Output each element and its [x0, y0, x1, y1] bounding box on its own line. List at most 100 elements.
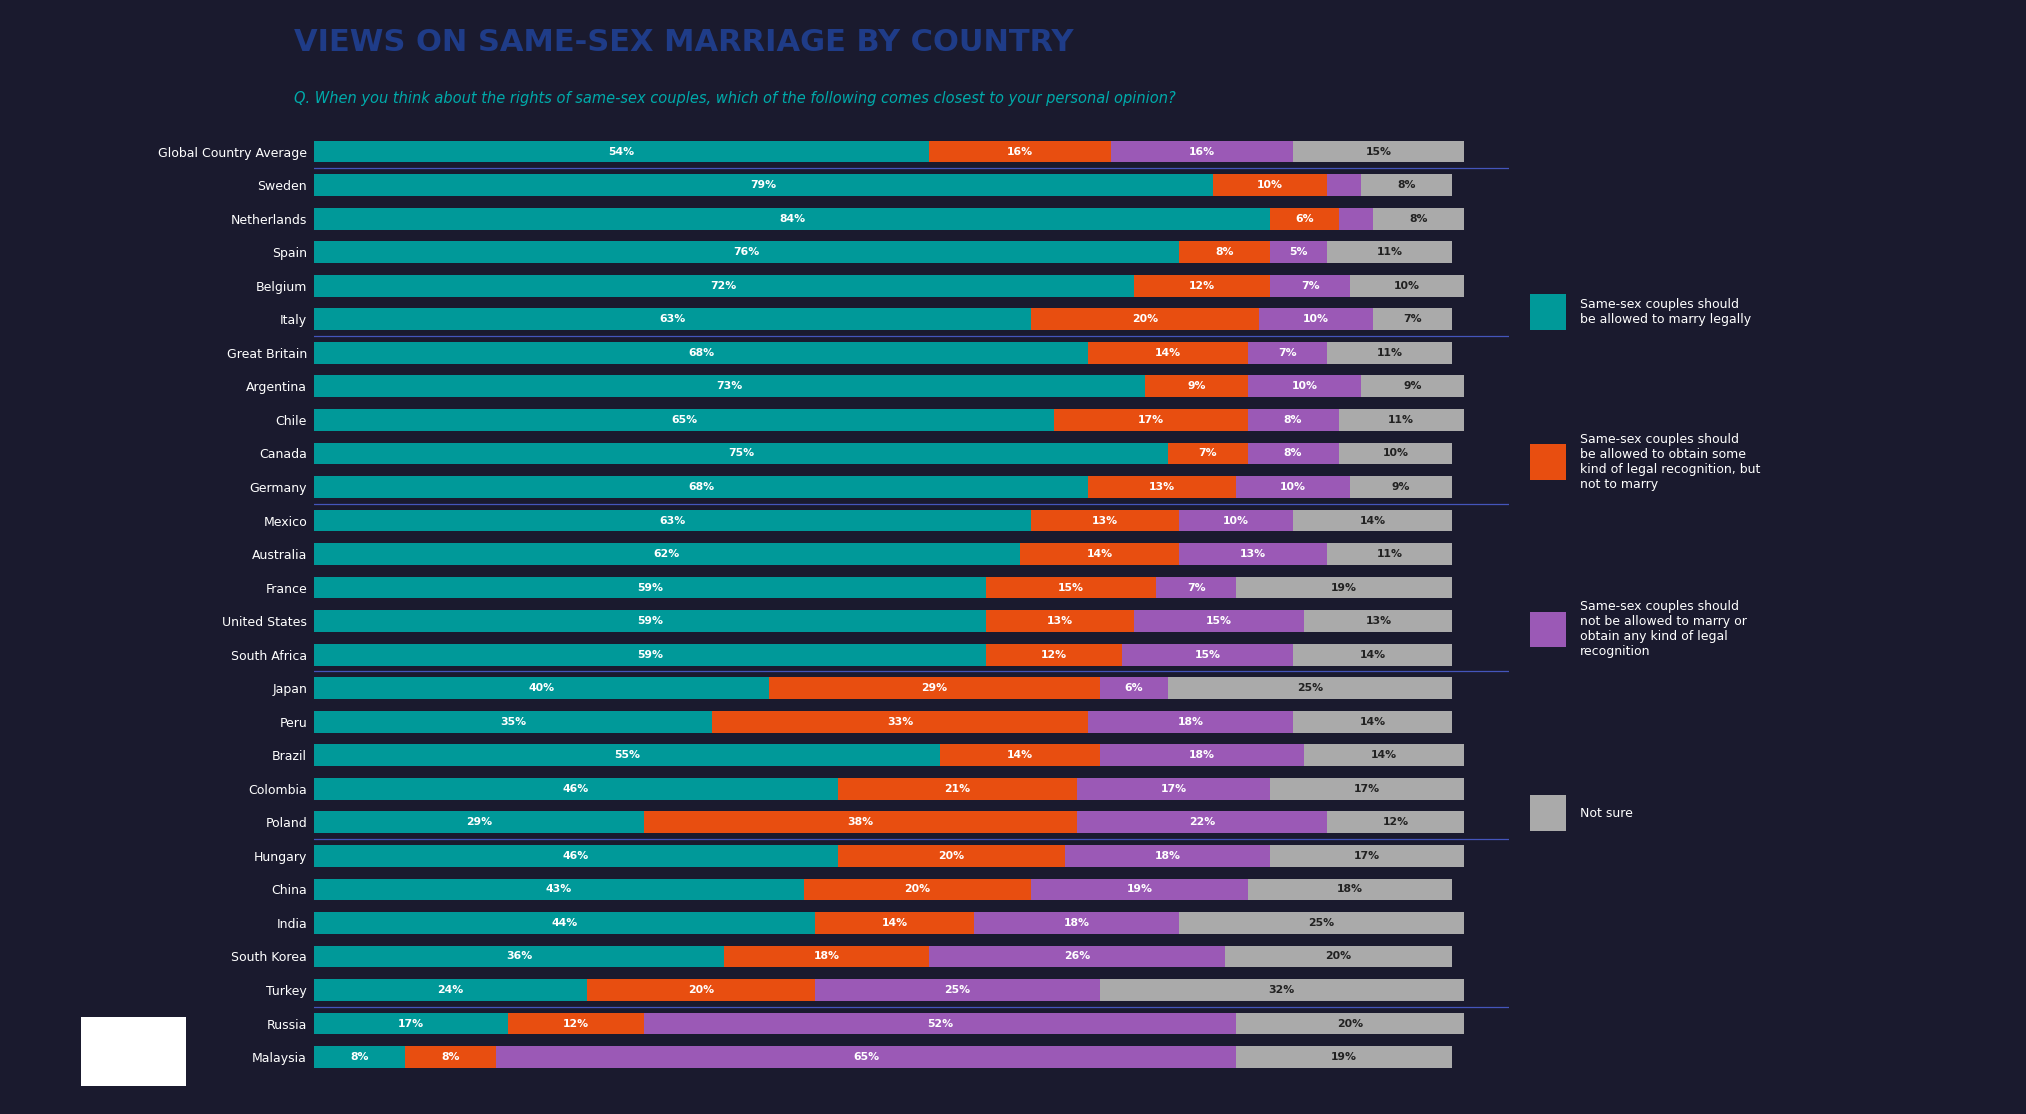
Bar — [314, 778, 837, 800]
Text: 17%: 17% — [1139, 414, 1163, 424]
Text: 14%: 14% — [1359, 649, 1386, 659]
Text: 15%: 15% — [1205, 616, 1232, 626]
Text: 62%: 62% — [654, 549, 681, 559]
Text: 63%: 63% — [660, 314, 685, 324]
Bar — [1305, 610, 1453, 632]
Bar — [1327, 811, 1465, 833]
Bar — [1226, 946, 1453, 967]
Text: 38%: 38% — [847, 818, 873, 828]
Text: 15%: 15% — [1058, 583, 1084, 593]
Text: 7%: 7% — [1404, 314, 1422, 324]
Bar — [1530, 795, 1566, 831]
Bar — [1031, 309, 1258, 330]
Text: 25%: 25% — [1309, 918, 1335, 928]
Bar — [1327, 242, 1453, 263]
Bar — [1248, 409, 1339, 431]
Bar — [1248, 342, 1327, 363]
Text: 36%: 36% — [506, 951, 533, 961]
Text: 52%: 52% — [928, 1018, 952, 1028]
Bar — [1076, 778, 1270, 800]
Text: 7%: 7% — [1187, 583, 1205, 593]
Text: 9%: 9% — [1392, 482, 1410, 492]
Text: 11%: 11% — [1388, 414, 1414, 424]
Bar — [1179, 912, 1465, 934]
Text: 17%: 17% — [1161, 784, 1187, 794]
Bar — [314, 744, 940, 766]
Bar — [314, 912, 814, 934]
Text: 63%: 63% — [660, 516, 685, 526]
Bar — [1530, 612, 1566, 647]
Bar — [1349, 476, 1453, 498]
Bar — [940, 744, 1100, 766]
Bar — [1327, 342, 1453, 363]
Bar — [1236, 577, 1453, 598]
Text: 33%: 33% — [887, 716, 914, 726]
Text: 72%: 72% — [711, 281, 737, 291]
Bar — [496, 1046, 1236, 1068]
Bar — [1258, 309, 1374, 330]
Bar — [314, 342, 1088, 363]
Text: 21%: 21% — [944, 784, 970, 794]
Bar — [314, 979, 588, 1000]
Bar — [1270, 778, 1465, 800]
Bar — [314, 309, 1031, 330]
Text: 5%: 5% — [1289, 247, 1309, 257]
Text: 19%: 19% — [1126, 885, 1153, 895]
Bar — [987, 644, 1122, 665]
Text: 7%: 7% — [1197, 449, 1218, 459]
Bar — [314, 409, 1054, 431]
Text: 19%: 19% — [1331, 583, 1357, 593]
Text: Same-sex couples should
be allowed to marry legally: Same-sex couples should be allowed to ma… — [1580, 297, 1750, 326]
Bar — [314, 442, 1167, 465]
Text: Same-sex couples should
be allowed to obtain some
kind of legal recognition, but: Same-sex couples should be allowed to ob… — [1580, 433, 1761, 491]
Bar — [1088, 342, 1248, 363]
Text: 19%: 19% — [1331, 1052, 1357, 1062]
Text: 65%: 65% — [853, 1052, 879, 1062]
Bar — [1019, 544, 1179, 565]
Bar — [987, 610, 1135, 632]
Bar — [814, 912, 975, 934]
Bar — [314, 811, 644, 833]
Bar — [1054, 409, 1248, 431]
Text: 79%: 79% — [752, 180, 776, 190]
Text: 12%: 12% — [1041, 649, 1068, 659]
Bar — [314, 711, 713, 733]
Bar — [314, 677, 770, 700]
Text: 84%: 84% — [780, 214, 804, 224]
Bar — [1305, 744, 1465, 766]
Text: 10%: 10% — [1382, 449, 1408, 459]
Bar — [1167, 677, 1453, 700]
Bar — [1100, 677, 1167, 700]
Text: 59%: 59% — [636, 583, 663, 593]
Text: 44%: 44% — [551, 918, 577, 928]
Text: 24%: 24% — [438, 985, 464, 995]
Text: Same-sex couples should
not be allowed to marry or
obtain any kind of legal
reco: Same-sex couples should not be allowed t… — [1580, 600, 1746, 658]
Text: 16%: 16% — [1007, 147, 1033, 157]
Bar — [644, 1013, 1236, 1035]
Bar — [1031, 879, 1248, 900]
Bar — [1179, 242, 1270, 263]
Text: 76%: 76% — [733, 247, 760, 257]
Bar — [1236, 476, 1349, 498]
Text: 12%: 12% — [1189, 281, 1216, 291]
Bar — [1339, 409, 1465, 431]
Text: 18%: 18% — [1189, 750, 1216, 760]
Text: 20%: 20% — [1133, 314, 1159, 324]
Text: 9%: 9% — [1187, 381, 1205, 391]
Text: 6%: 6% — [1124, 683, 1143, 693]
Bar — [644, 811, 1076, 833]
Text: 65%: 65% — [671, 414, 697, 424]
Text: 7%: 7% — [1278, 348, 1297, 358]
Bar — [804, 879, 1031, 900]
Bar — [1145, 375, 1248, 398]
Bar — [405, 1046, 496, 1068]
Bar — [1374, 309, 1453, 330]
Text: 8%: 8% — [1408, 214, 1428, 224]
Bar — [1236, 1013, 1465, 1035]
Text: 14%: 14% — [1155, 348, 1181, 358]
Text: 54%: 54% — [608, 147, 634, 157]
Text: 10%: 10% — [1280, 482, 1307, 492]
Text: 18%: 18% — [1337, 885, 1363, 895]
Text: 17%: 17% — [397, 1018, 423, 1028]
Text: 46%: 46% — [563, 784, 590, 794]
